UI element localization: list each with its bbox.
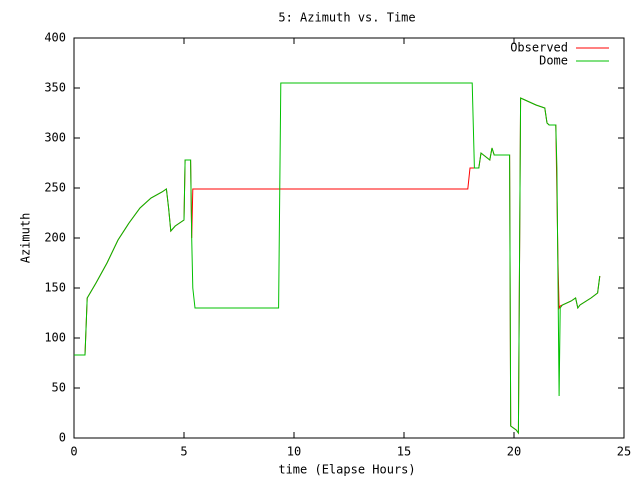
plot-frame: [73, 37, 625, 439]
y-axis-label: Azimuth: [19, 213, 33, 264]
y-tick-label: 0: [59, 431, 66, 445]
series-line: [74, 97, 601, 435]
y-tick-label: 150: [44, 281, 66, 295]
legend-label: Dome: [539, 54, 568, 68]
y-tick-label: 400: [44, 31, 66, 45]
x-axis-label: time (Elapse Hours): [278, 463, 415, 477]
y-tick-label: 250: [44, 181, 66, 195]
x-tick-label: 10: [287, 445, 301, 459]
x-tick-label: 0: [70, 445, 77, 459]
y-tick-label: 100: [44, 331, 66, 345]
series-line: [74, 82, 601, 435]
y-tick-label: 200: [44, 231, 66, 245]
chart-title: 5: Azimuth vs. Time: [278, 11, 415, 25]
x-tick-label: 20: [507, 445, 521, 459]
legend-label: Observed: [510, 41, 568, 55]
y-tick-label: 50: [52, 381, 66, 395]
y-tick-label: 350: [44, 81, 66, 95]
x-tick-label: 25: [617, 445, 631, 459]
x-tick-label: 15: [397, 445, 411, 459]
y-tick-label: 300: [44, 131, 66, 145]
x-tick-label: 5: [180, 445, 187, 459]
